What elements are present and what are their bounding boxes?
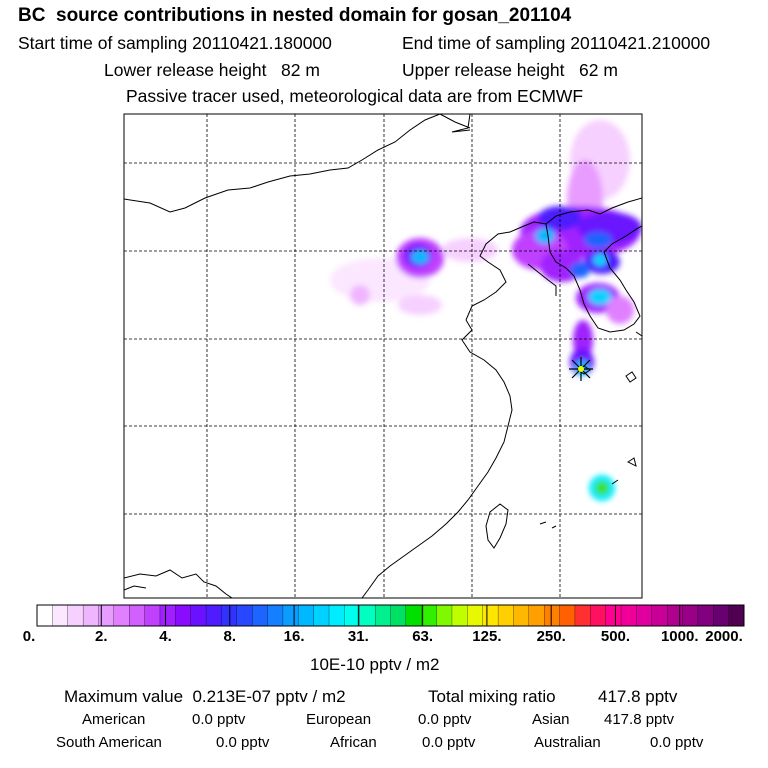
colorbar-tick-label: 1000. [660, 628, 699, 645]
region-value-asian: 417.8 pptv [604, 711, 675, 728]
colorbar-tick-label: 125. [472, 628, 502, 645]
colorbar-cell [129, 604, 146, 627]
region-name-asian: Asian [532, 711, 570, 728]
colorbar-cell [574, 604, 591, 627]
colorbar-cell [175, 604, 192, 627]
region-value-australian: 0.0 pptv [650, 734, 704, 751]
colorbar-cell [236, 604, 253, 627]
colorbar-tick-label: 31. [347, 628, 369, 645]
colorbar-cell [390, 604, 407, 627]
colorbar-cell [544, 604, 561, 627]
colorbar-cell [620, 604, 637, 627]
region-value-south-american: 0.0 pptv [216, 734, 270, 751]
colorbar-cell [559, 604, 576, 627]
colorbar-cell [159, 604, 176, 627]
region-value-european: 0.0 pptv [418, 711, 472, 728]
tracer-info-label: Passive tracer used, meteorological data… [126, 86, 584, 106]
start-time-label: Start time of sampling 20110421.180000 [18, 33, 332, 53]
colorbar-cell [636, 604, 653, 627]
grid-lines [124, 114, 642, 598]
colorbar-cell [651, 604, 668, 627]
colorbar-cell [205, 604, 222, 627]
star-icon [569, 357, 593, 381]
colorbar-cell [374, 604, 391, 627]
colorbar-tick-label: 500. [600, 628, 631, 645]
colorbar-cell [513, 604, 530, 627]
end-time-label: End time of sampling 20110421.210000 [402, 33, 711, 53]
colorbar-cell [282, 604, 299, 627]
maximum-value: Maximum value 0.213E-07 pptv / m2 [64, 687, 346, 706]
colorbar-cells [36, 604, 745, 627]
colorbar-tick-label: 63. [412, 628, 434, 645]
colorbar-cell [497, 604, 514, 627]
region-value-american: 0.0 pptv [192, 711, 246, 728]
region-value-african: 0.0 pptv [422, 734, 476, 751]
region-name-australian: Australian [534, 734, 601, 751]
coastlines [124, 114, 642, 598]
map-title: BC source contributions in nested domain… [18, 5, 572, 26]
colorbar-cell [82, 604, 99, 627]
colorbar-tick-label: 2000. [705, 628, 743, 645]
colorbar-cell [344, 604, 361, 627]
region-name-european: European [306, 711, 372, 728]
colorbar-cell [436, 604, 453, 627]
region-name-african: African [330, 734, 377, 751]
colorbar-cell [682, 604, 699, 627]
colorbar-cell [190, 604, 207, 627]
upper-release-height-label: Upper release height 62 m [402, 60, 618, 80]
colorbar-cell [252, 604, 268, 627]
colorbar [36, 604, 745, 627]
colorbar-tick-label: 2. [95, 628, 108, 645]
colorbar-tick-label: 250. [536, 628, 566, 645]
colorbar-cell [52, 604, 69, 627]
colorbar-units: 10E-10 pptv / m2 [310, 655, 440, 674]
colorbar-cell [144, 604, 161, 627]
colorbar-cell [405, 604, 422, 627]
plume-field [330, 120, 642, 501]
region-name-south-american: South American [56, 734, 162, 751]
colorbar-cell [528, 604, 545, 627]
colorbar-tick-label: 0. [22, 628, 36, 645]
lower-release-height-label: Lower release height 82 m [104, 60, 320, 80]
colorbar-cell [113, 604, 130, 627]
colorbar-cell [313, 604, 330, 627]
colorbar-cell [359, 604, 376, 627]
colorbar-cell [36, 604, 53, 627]
colorbar-cell [713, 604, 730, 627]
colorbar-tick-label: 4. [159, 628, 172, 645]
map-frame [123, 113, 643, 599]
colorbar-cell [221, 604, 238, 627]
colorbar-cell [667, 604, 683, 627]
colorbar-cell [451, 604, 468, 627]
colorbar-cell [267, 604, 284, 627]
colorbar-cell [67, 604, 84, 627]
colorbar-tick-label: 8. [223, 628, 237, 645]
colorbar-cell [467, 604, 484, 627]
colorbar-cell [605, 604, 622, 627]
colorbar-tick-label: 16. [283, 628, 305, 645]
colorbar-major-ticks [36, 605, 745, 626]
colorbar-cell [590, 604, 607, 627]
colorbar-cell [328, 604, 345, 627]
colorbar-cell [728, 604, 745, 627]
colorbar-cell [298, 604, 315, 627]
region-name-american: American [82, 711, 146, 728]
colorbar-cell [421, 604, 438, 627]
colorbar-cell [697, 604, 714, 627]
colorbar-cell [482, 604, 499, 627]
total-mixing-ratio-value: 417.8 pptv [598, 687, 678, 706]
total-mixing-ratio-label: Total mixing ratio [428, 687, 556, 706]
